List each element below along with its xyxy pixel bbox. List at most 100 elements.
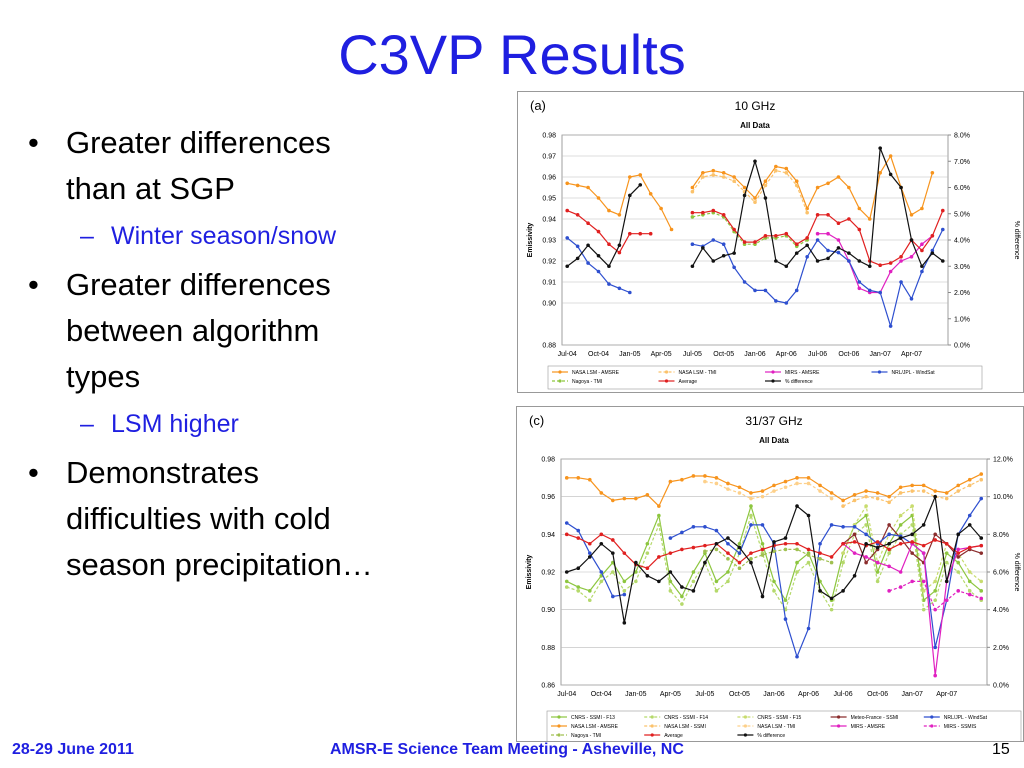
data-point xyxy=(836,246,841,250)
data-point xyxy=(564,579,569,584)
data-point xyxy=(753,200,757,204)
data-point xyxy=(898,485,903,490)
data-point xyxy=(576,585,581,589)
data-point xyxy=(875,491,880,495)
data-point xyxy=(836,221,841,225)
data-point xyxy=(760,541,765,546)
data-point xyxy=(575,244,580,249)
data-point xyxy=(749,557,753,561)
data-point xyxy=(818,589,822,593)
legend-label: Nagoya - TMI xyxy=(572,379,602,385)
data-point xyxy=(742,240,747,244)
data-point xyxy=(795,541,799,546)
data-point xyxy=(783,541,788,546)
data-point xyxy=(784,166,789,171)
x-tick-label: Jan-07 xyxy=(901,691,923,698)
data-point xyxy=(805,243,809,248)
y-tick-label: 0.93 xyxy=(542,238,556,245)
data-point xyxy=(586,243,590,248)
legend-label: CNRS - SSMI - F15 xyxy=(757,715,801,721)
data-point xyxy=(933,538,937,542)
data-point xyxy=(920,264,924,269)
bullet: LSM higher xyxy=(28,404,488,444)
data-point xyxy=(836,250,841,255)
data-point xyxy=(691,545,696,550)
data-point xyxy=(841,498,845,503)
data-point xyxy=(680,477,684,482)
data-point xyxy=(909,255,914,259)
data-point xyxy=(898,491,903,495)
data-point xyxy=(576,566,581,571)
data-point xyxy=(875,579,880,584)
series-line xyxy=(704,481,832,500)
data-point xyxy=(795,570,799,574)
data-point xyxy=(634,496,638,501)
data-point xyxy=(691,525,696,529)
data-point xyxy=(899,280,903,284)
data-point xyxy=(564,570,569,574)
data-point xyxy=(857,259,862,263)
legend-marker xyxy=(743,733,747,737)
legend-marker xyxy=(650,715,654,719)
data-point xyxy=(732,265,736,270)
data-point xyxy=(967,592,972,597)
bullet-line: between algorithm xyxy=(66,313,320,348)
data-point xyxy=(760,553,765,557)
data-point xyxy=(753,240,757,244)
legend-label: Average xyxy=(679,379,698,385)
data-point xyxy=(920,206,924,211)
data-point xyxy=(701,246,705,250)
data-point xyxy=(611,498,615,503)
data-point xyxy=(668,536,673,540)
y2-tick-label: 4.0% xyxy=(954,238,970,245)
data-point xyxy=(944,491,949,495)
data-point xyxy=(909,238,914,242)
data-point xyxy=(944,598,949,603)
data-point xyxy=(864,489,868,493)
data-point xyxy=(587,555,592,559)
data-point xyxy=(645,573,650,578)
data-point xyxy=(795,654,799,659)
y2-axis-label: % difference xyxy=(1013,553,1020,592)
data-point xyxy=(565,236,570,240)
data-point xyxy=(714,547,719,552)
x-tick-label: Jan-05 xyxy=(619,351,641,358)
data-point xyxy=(795,547,799,552)
data-point xyxy=(920,242,924,246)
data-point xyxy=(887,500,891,505)
data-point xyxy=(898,570,903,574)
data-point xyxy=(794,179,799,183)
data-point xyxy=(815,259,820,263)
data-point xyxy=(737,560,742,565)
data-point xyxy=(956,560,961,565)
legend-label: % difference xyxy=(757,733,785,739)
data-point xyxy=(680,585,684,589)
data-point xyxy=(888,172,893,177)
data-point xyxy=(622,579,627,584)
legend-marker xyxy=(558,370,562,374)
y-tick-label: 0.96 xyxy=(542,175,556,182)
data-point xyxy=(611,538,615,542)
y2-tick-label: 0.0% xyxy=(993,683,1009,690)
y-tick-label: 0.90 xyxy=(542,301,556,308)
legend-label: CNRS - SSMI - F14 xyxy=(664,715,708,721)
data-point xyxy=(760,594,765,599)
data-point xyxy=(979,477,984,482)
data-point xyxy=(867,264,872,269)
data-point xyxy=(599,579,604,584)
data-point xyxy=(910,523,914,527)
data-point xyxy=(607,208,611,213)
data-point xyxy=(805,236,809,240)
data-point xyxy=(818,489,822,493)
data-point xyxy=(841,525,845,529)
data-point xyxy=(732,251,736,255)
data-point xyxy=(806,476,811,480)
data-point xyxy=(829,491,834,495)
data-point xyxy=(864,541,868,546)
data-point xyxy=(826,181,830,186)
data-point xyxy=(726,579,730,584)
bullet-line: season precipitation… xyxy=(66,547,373,582)
data-point xyxy=(910,579,914,584)
data-point xyxy=(784,264,789,269)
data-point xyxy=(930,234,935,238)
